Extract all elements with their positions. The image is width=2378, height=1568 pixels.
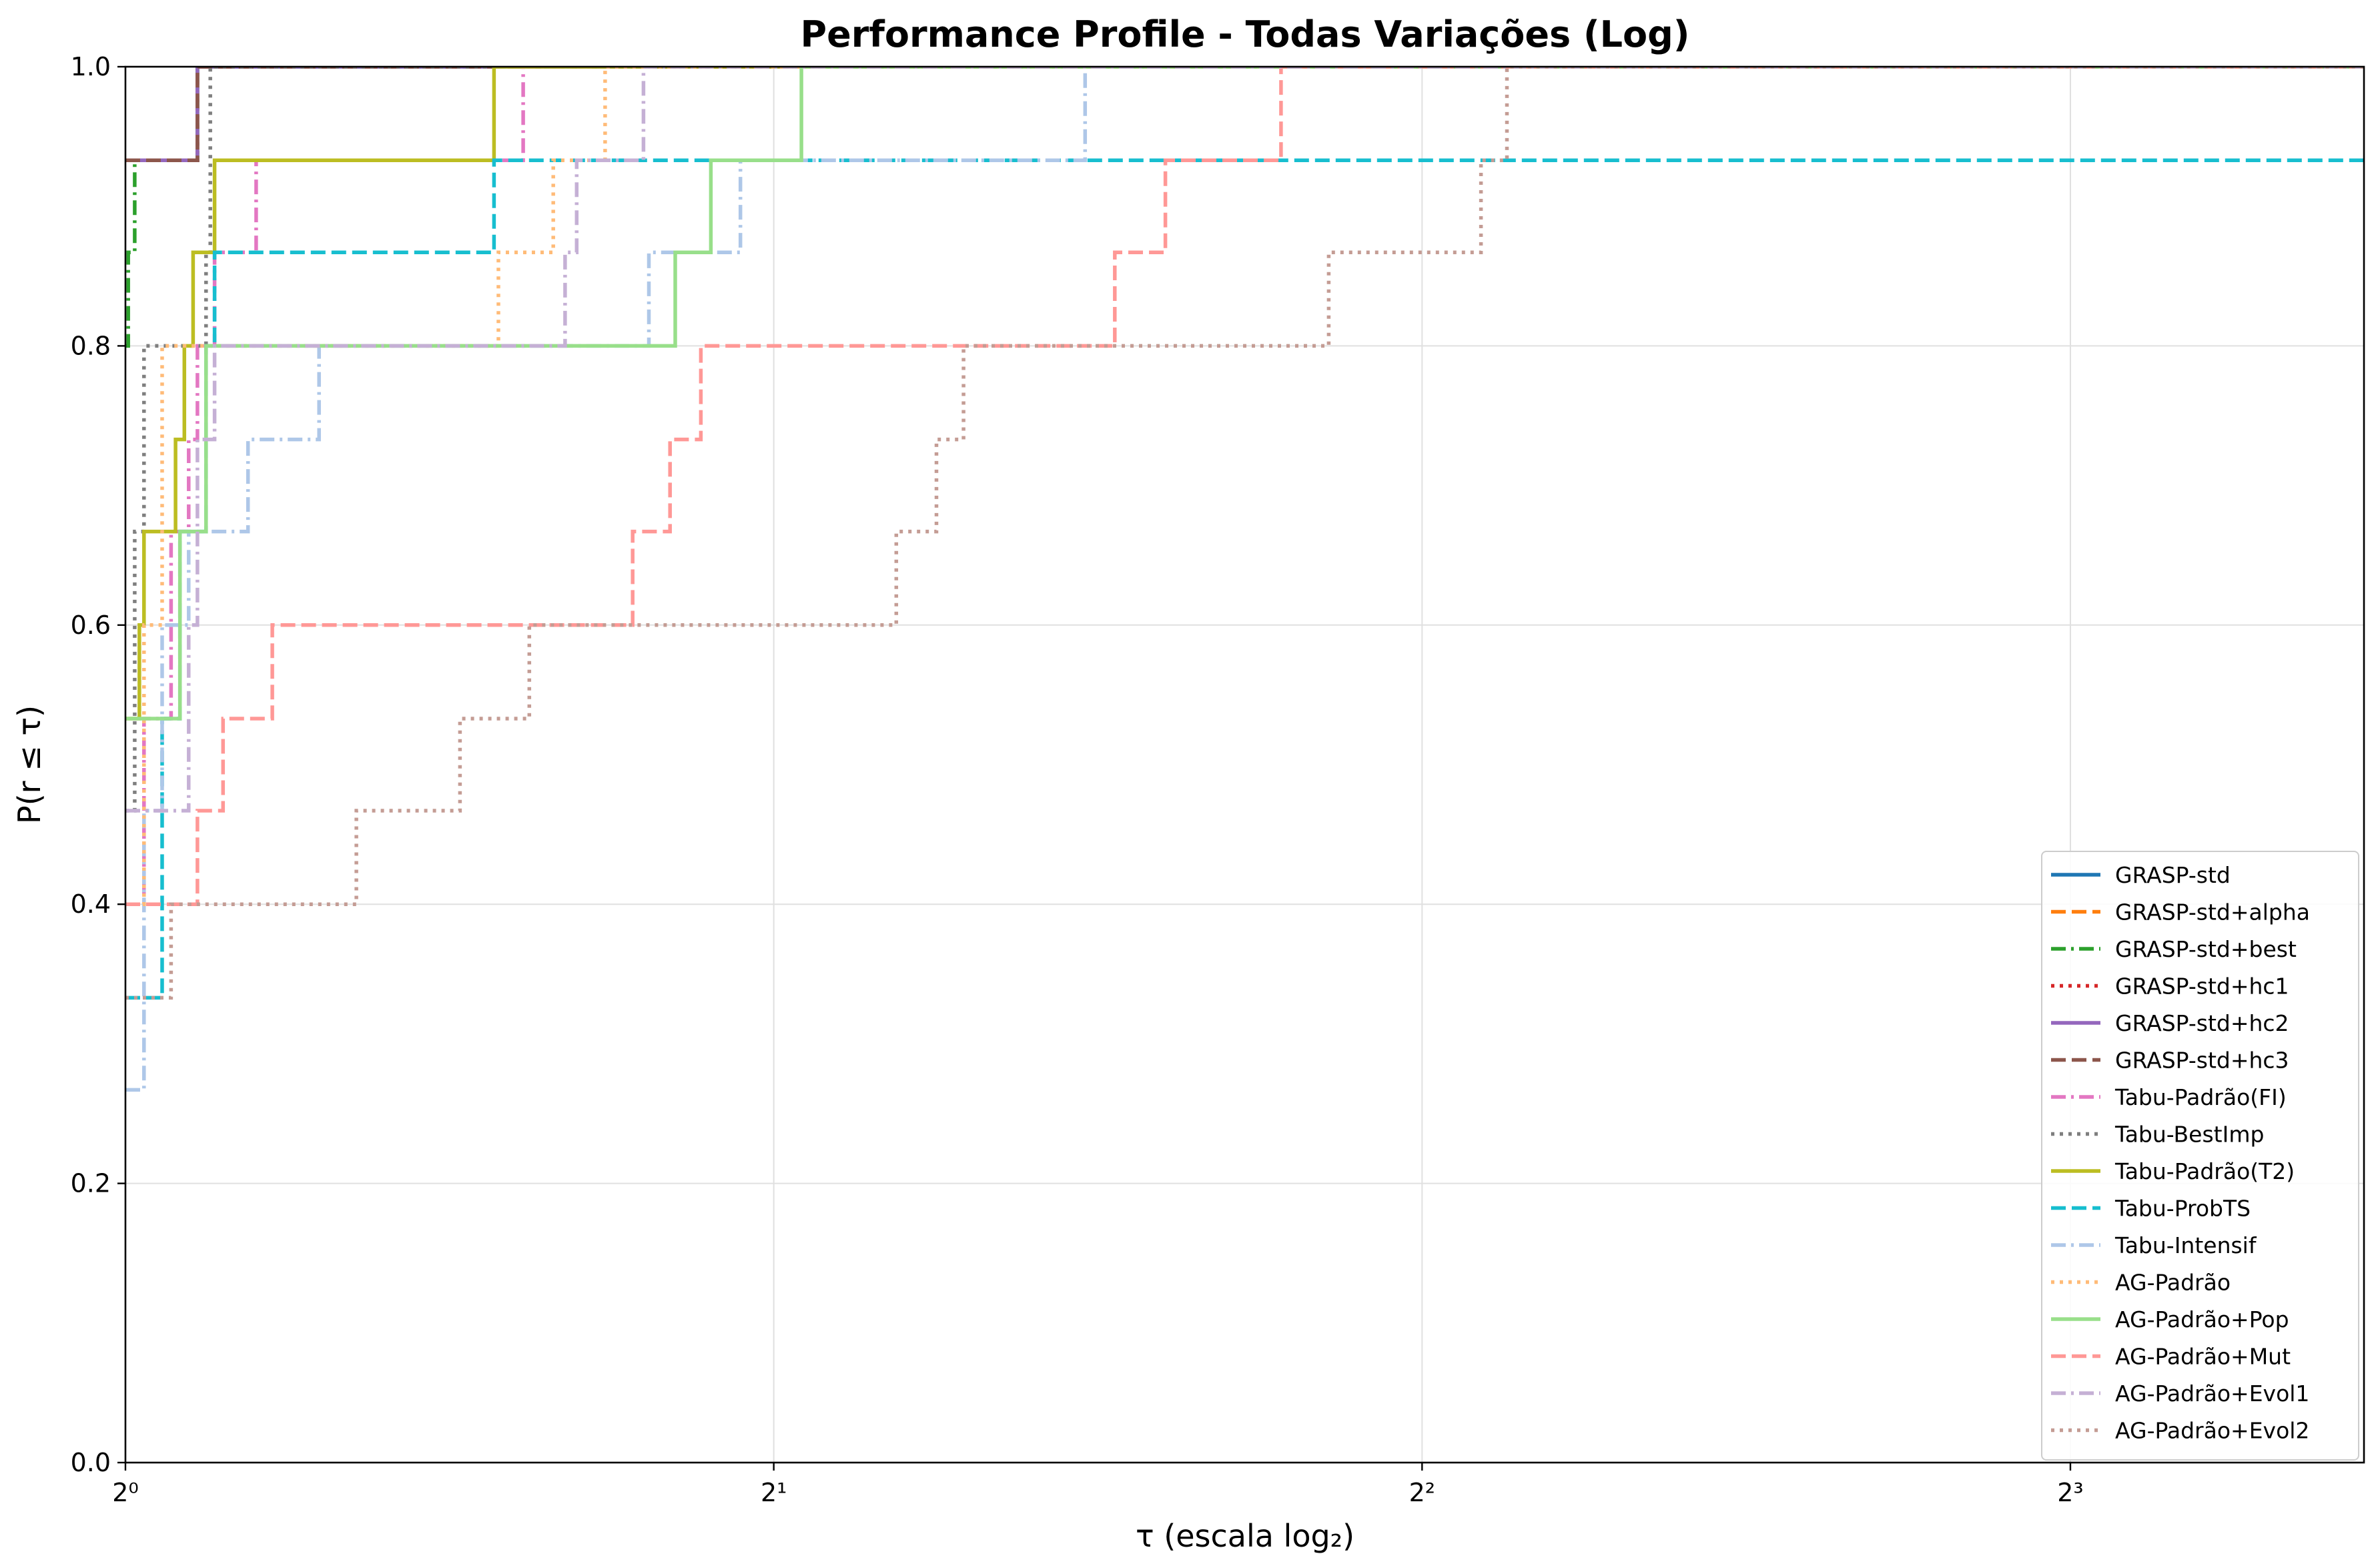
legend-box xyxy=(2041,851,2359,1461)
legend-label-8: Tabu-Padrão(T2) xyxy=(2114,1158,2295,1184)
x-tick-label-1: 2¹ xyxy=(761,1478,787,1507)
legend-label-5: GRASP-std+hc3 xyxy=(2115,1048,2289,1074)
y-tick-label-3: 0.6 xyxy=(71,611,111,640)
legend: GRASP-std GRASP-std+alpha GRASP-std+best GR… xyxy=(2041,851,2359,1461)
plot-frame xyxy=(124,65,2365,1464)
series-line-14 xyxy=(125,67,2364,813)
x-tick-label-3: 2³ xyxy=(2057,1478,2083,1507)
axis-ticks: 2⁰ 2¹ 2² 2³ 0.0 0.2 0.4 0.6 0.8 1.0 xyxy=(71,52,2084,1507)
series-line-6 xyxy=(125,67,2364,906)
series-line-15 xyxy=(125,67,2364,1000)
y-tick-label-0: 0.0 xyxy=(71,1448,111,1477)
legend-label-12: AG-Padrão+Pop xyxy=(2115,1306,2289,1332)
legend-label-14: AG-Padrão+Evol1 xyxy=(2115,1381,2309,1407)
legend-label-7: Tabu-BestImp xyxy=(2114,1122,2264,1148)
x-tick-label-2: 2² xyxy=(1409,1478,1435,1507)
series-line-12 xyxy=(125,67,2364,721)
series-line-10 xyxy=(125,67,2364,1092)
chart-title: Performance Profile - Todas Variações (L… xyxy=(801,13,1690,55)
y-tick-label-4: 0.8 xyxy=(71,331,111,360)
series-lines xyxy=(125,67,2364,1092)
legend-label-1: GRASP-std+alpha xyxy=(2115,899,2310,925)
legend-label-15: AG-Padrão+Evol2 xyxy=(2115,1418,2309,1444)
legend-label-10: Tabu-Intensif xyxy=(2114,1232,2257,1258)
y-axis-label: P(r ≤ τ) xyxy=(11,705,47,824)
y-tick-label-1: 0.2 xyxy=(71,1169,111,1198)
series-line-7 xyxy=(125,67,2364,813)
series-line-5 xyxy=(125,67,2364,162)
legend-label-0: GRASP-std xyxy=(2115,862,2231,888)
legend-label-13: AG-Padrão+Mut xyxy=(2115,1344,2291,1370)
legend-label-4: GRASP-std+hc2 xyxy=(2115,1010,2289,1036)
series-line-13 xyxy=(125,67,2364,906)
legend-label-3: GRASP-std+hc1 xyxy=(2115,973,2289,1000)
x-tick-label-0: 2⁰ xyxy=(112,1478,138,1507)
y-tick-label-5: 1.0 xyxy=(71,52,111,81)
y-tick-label-2: 0.4 xyxy=(71,889,111,919)
legend-label-11: AG-Padrão xyxy=(2115,1270,2231,1296)
legend-label-2: GRASP-std+best xyxy=(2115,936,2297,962)
legend-label-6: Tabu-Padrão(FI) xyxy=(2114,1084,2287,1110)
legend-label-9: Tabu-ProbTS xyxy=(2114,1196,2251,1222)
x-axis-label: τ (escala log₂) xyxy=(1136,1518,1354,1554)
